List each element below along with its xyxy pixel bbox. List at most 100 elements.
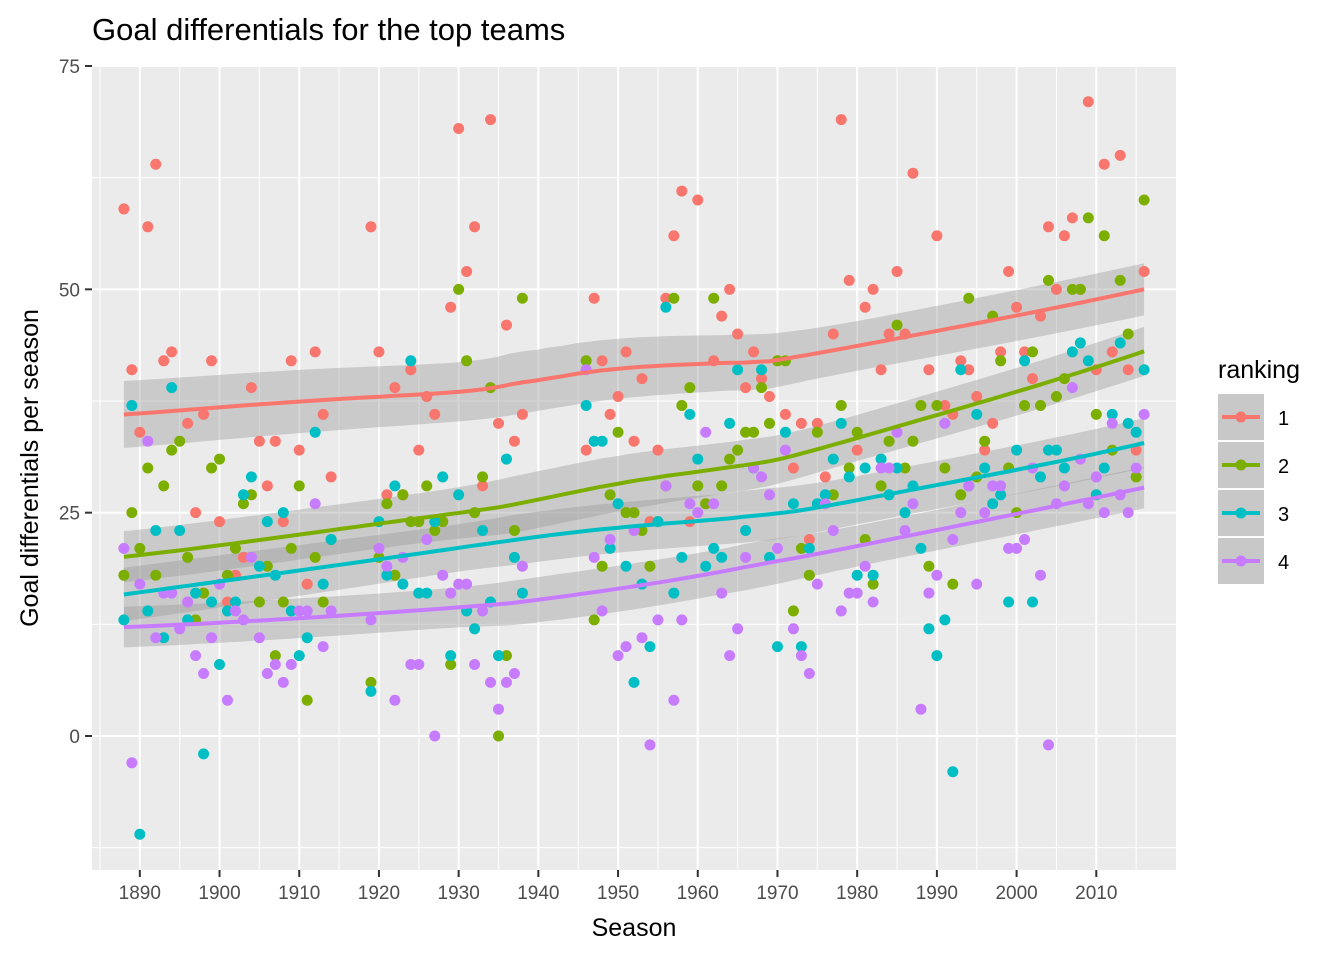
data-point-series-1: [1011, 301, 1023, 313]
x-tick-label: 2010: [1075, 883, 1117, 904]
data-point-series-3: [899, 507, 911, 519]
data-point-series-3: [1130, 426, 1142, 438]
data-point-series-4: [1106, 417, 1118, 429]
data-point-series-4: [771, 542, 783, 554]
data-point-series-4: [413, 659, 425, 671]
data-point-series-1: [987, 417, 999, 429]
data-point-series-4: [987, 480, 999, 492]
data-point-series-4: [875, 462, 887, 474]
data-point-series-2: [142, 462, 154, 474]
data-point-series-2: [198, 587, 210, 599]
data-point-series-4: [253, 632, 265, 644]
data-point-series-3: [756, 364, 768, 376]
data-point-series-2: [955, 489, 967, 501]
data-point-series-1: [206, 355, 218, 367]
data-point-series-2: [245, 489, 257, 501]
data-point-series-4: [134, 578, 146, 590]
data-point-series-1: [604, 408, 616, 420]
data-point-series-4: [692, 507, 704, 519]
data-point-series-2: [445, 659, 457, 671]
data-point-series-1: [293, 444, 305, 456]
data-point-series-1: [469, 221, 481, 233]
data-point-series-2: [795, 542, 807, 554]
data-point-series-2: [429, 525, 441, 537]
data-point-series-4: [190, 650, 202, 662]
data-point-series-1: [827, 328, 839, 340]
data-point-series-3: [875, 453, 887, 465]
data-point-series-3: [612, 498, 624, 510]
data-point-series-4: [644, 739, 656, 751]
data-point-series-4: [596, 605, 608, 617]
data-point-series-2: [1114, 274, 1126, 286]
data-point-series-1: [1098, 158, 1110, 170]
data-point-series-1: [867, 283, 879, 295]
data-point-series-3: [1027, 596, 1039, 608]
data-point-series-2: [748, 426, 760, 438]
data-point-series-3: [1019, 355, 1031, 367]
data-point-series-4: [469, 659, 481, 671]
data-point-series-3: [668, 587, 680, 599]
data-point-series-1: [214, 516, 226, 528]
data-point-series-3: [1114, 337, 1126, 349]
data-point-series-2: [843, 462, 855, 474]
data-point-series-1: [620, 346, 632, 358]
data-point-series-1: [1042, 221, 1054, 233]
data-point-series-3: [692, 453, 704, 465]
data-point-series-2: [1138, 194, 1150, 206]
data-point-series-4: [118, 542, 130, 554]
data-point-series-1: [285, 355, 297, 367]
data-point-series-2: [150, 569, 162, 581]
data-point-series-4: [764, 489, 775, 501]
data-point-series-3: [445, 650, 457, 662]
data-point-series-2: [875, 480, 887, 492]
data-point-series-2: [222, 569, 233, 581]
data-point-series-2: [1074, 283, 1086, 295]
y-tick-label: 0: [69, 727, 80, 748]
data-point-series-4: [995, 480, 1007, 492]
data-point-series-1: [676, 185, 688, 197]
data-point-series-1: [588, 292, 600, 304]
data-point-series-4: [668, 694, 680, 706]
data-point-series-2: [915, 399, 927, 411]
data-point-series-2: [301, 694, 313, 706]
data-point-series-3: [1066, 346, 1078, 358]
data-point-series-4: [229, 605, 241, 617]
data-point-series-3: [421, 587, 433, 599]
data-point-series-1: [907, 167, 919, 179]
x-tick-label: 1940: [517, 883, 559, 904]
data-point-series-2: [1027, 346, 1039, 358]
data-point-series-4: [851, 587, 863, 599]
data-point-series-2: [612, 426, 624, 438]
data-point-series-3: [740, 525, 752, 537]
data-point-series-1: [1027, 373, 1039, 385]
data-point-series-4: [437, 569, 449, 581]
data-point-series-3: [325, 533, 337, 545]
trend-line-series-1: [123, 287, 1145, 417]
data-point-series-4: [461, 578, 473, 590]
data-point-series-3: [261, 516, 273, 528]
x-tick-label: 1910: [278, 883, 320, 904]
data-point-series-1: [158, 355, 170, 367]
data-point-series-1: [628, 435, 640, 447]
data-point-series-1: [835, 114, 847, 126]
data-point-series-2: [237, 498, 249, 510]
data-point-series-2: [437, 516, 449, 528]
data-point-series-2: [979, 435, 991, 447]
data-point-series-2: [1082, 212, 1094, 224]
data-point-series-3: [365, 685, 377, 697]
data-point-series-3: [500, 453, 512, 465]
data-point-series-1: [859, 301, 871, 313]
data-point-series-3: [1050, 444, 1062, 456]
data-point-series-4: [604, 533, 616, 545]
data-point-series-1: [923, 364, 935, 376]
data-point-series-3: [851, 569, 863, 581]
data-point-series-4: [477, 605, 489, 617]
data-point-series-3: [158, 632, 170, 644]
data-point-series-2: [1035, 399, 1046, 411]
data-point-series-4: [732, 623, 744, 635]
data-point-series-3: [397, 578, 409, 590]
data-point-series-3: [150, 525, 162, 537]
data-point-series-2: [174, 435, 186, 447]
data-point-series-3: [293, 650, 305, 662]
data-point-series-1: [365, 221, 377, 233]
